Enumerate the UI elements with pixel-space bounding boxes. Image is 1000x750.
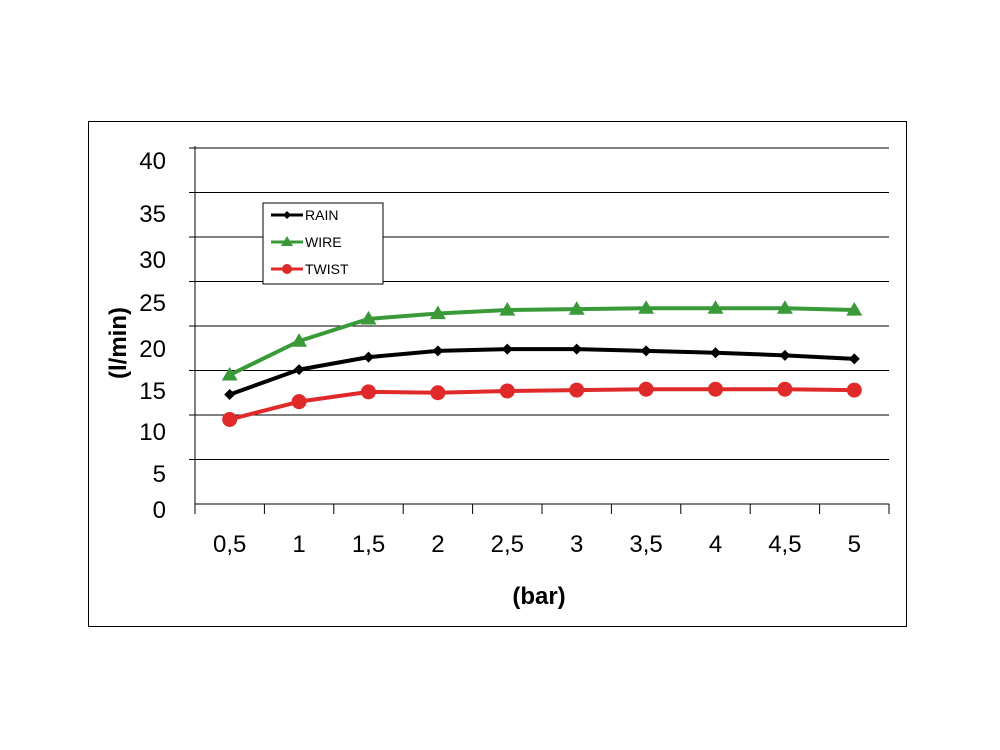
y-tick-label: 30 [139,247,166,274]
data-point [779,349,791,361]
series-twist [222,381,862,427]
x-tick-label: 5 [848,531,861,558]
data-point [291,394,307,410]
y-tick-label: 0 [153,497,166,524]
data-point [360,310,377,325]
legend-item-twist: TWIST [271,261,349,277]
legend-label: TWIST [305,261,349,277]
data-point [569,382,585,398]
series-line [229,347,855,397]
data-point [640,345,652,357]
data-point [707,300,724,314]
tick-labels: 0 5 10 15 20 25 30 35 40 0,5 1 1,5 2 2,5 3 3,5 4 4,5 5 [139,148,861,558]
x-tick-label: 4,5 [768,531,801,558]
y-tick-label: 15 [139,378,166,405]
legend-marker [283,211,291,219]
series-line [229,387,855,422]
series-lines [221,300,863,427]
data-point [499,383,515,399]
series-line [228,306,855,377]
y-tick-label: 35 [139,201,166,228]
data-point [432,345,444,357]
y-tick-label: 20 [139,336,166,363]
data-point [708,381,723,397]
data-point [710,347,721,359]
axes [189,146,890,514]
x-tick-label: 0,5 [213,531,246,558]
x-tick-label: 3 [570,531,583,558]
legend: RAIN WIRE TWIST [262,202,384,285]
data-point [568,301,585,315]
x-tick-label: 1,5 [352,531,385,558]
y-tick-label: 40 [139,148,166,175]
x-tick-label: 1 [292,531,305,558]
legend-item-wire: WIRE [271,234,342,250]
y-tick-label: 25 [139,290,166,317]
series-rain [224,343,860,401]
x-axis-title: (bar) [512,583,565,610]
x-tick-label: 2,5 [491,531,524,558]
data-point [848,353,860,365]
series-wire [221,300,863,381]
data-point [224,389,236,401]
legend-marker [282,264,292,274]
x-tick-label: 3,5 [629,531,662,558]
x-tick-label: 4 [709,531,722,558]
data-point [499,301,516,316]
legend-label: WIRE [305,234,342,250]
legend-label: RAIN [305,207,338,223]
data-point [846,301,863,316]
data-point [571,343,583,355]
data-point [846,382,862,398]
y-tick-label: 5 [153,461,166,488]
data-point [777,381,793,397]
x-tick-label: 2 [431,531,444,558]
data-point [222,411,238,427]
data-point [638,381,654,397]
data-point [776,300,793,314]
chart-frame [88,121,907,627]
data-point [293,364,305,376]
legend-marker [281,236,293,246]
data-point [430,385,446,401]
data-point [221,366,238,381]
legend-item-rain: RAIN [271,207,338,223]
data-point [361,384,376,400]
data-point [291,333,308,347]
data-point [429,305,446,320]
data-point [363,351,374,363]
y-tick-label: 10 [139,419,166,446]
data-point [501,343,513,355]
data-point [638,300,655,314]
y-axis-title: (l/min) [105,307,132,379]
